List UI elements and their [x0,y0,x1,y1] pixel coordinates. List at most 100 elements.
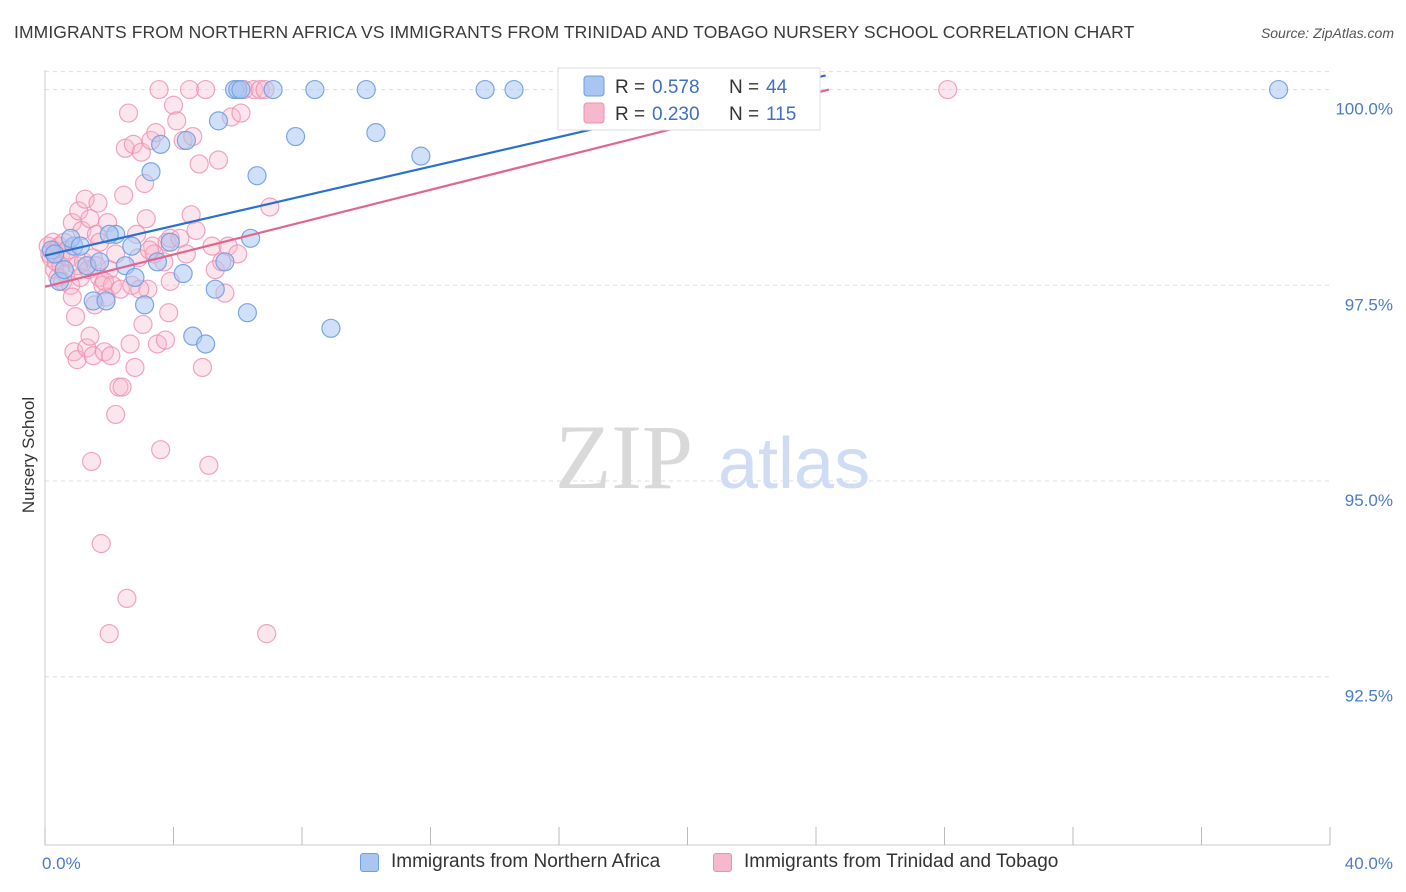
series-northern-africa-points [41,79,1289,354]
point-northern-africa-26 [231,79,251,100]
point-northern-africa-14 [147,252,168,272]
point-northern-africa-39 [1268,79,1289,100]
point-trinidad-tobago-114 [938,79,958,100]
point-northern-africa-20 [196,334,216,354]
point-northern-africa-12 [134,295,155,315]
point-trinidad-tobago-55 [117,588,137,609]
point-trinidad-tobago-56 [118,103,139,123]
point-trinidad-tobago-109 [94,271,115,291]
legend-swatch-northern-africa [360,852,379,872]
point-trinidad-tobago-26 [75,189,95,209]
series-trinidad-tobago-points [38,79,958,644]
point-northern-africa-38 [504,79,524,100]
point-trinidad-tobago-30 [80,326,100,346]
y-tick-label-2: 95.0% [1345,491,1393,510]
x-tick-label-max: 40.0% [1345,854,1393,873]
point-trinidad-tobago-19 [65,306,86,327]
point-trinidad-tobago-37 [88,193,108,213]
legend-r-value-1: 0.578 [652,77,700,98]
point-trinidad-tobago-112 [62,287,82,307]
point-trinidad-tobago-64 [133,314,153,335]
point-trinidad-tobago-78 [159,303,179,323]
point-trinidad-tobago-86 [179,79,200,100]
point-northern-africa-18 [176,130,196,151]
legend-swatch-blue [583,75,605,97]
point-trinidad-tobago-48 [106,404,126,425]
y-tick-label-0: 100.0% [1335,100,1393,119]
stats-legend: R = 0.578 N = 44 R = 0.230 N = 115 [557,67,821,131]
point-northern-africa-29 [247,166,267,186]
legend-n-label-2: N = [729,104,759,125]
watermark-zip: ZIP [555,406,693,508]
point-northern-africa-27 [237,303,257,323]
legend-r-label-2: R = [615,104,645,125]
point-trinidad-tobago-73 [149,79,169,100]
point-northern-africa-15 [151,134,171,154]
point-trinidad-tobago-90 [189,154,209,174]
point-trinidad-tobago-60 [125,357,145,378]
point-northern-africa-35 [366,123,386,143]
point-northern-africa-36 [411,146,431,166]
point-northern-africa-10 [122,236,142,256]
point-northern-africa-11 [125,267,145,288]
point-trinidad-tobago-91 [192,357,213,378]
legend-n-value-2: 115 [766,104,796,125]
point-northern-africa-34 [356,79,376,100]
legend-r-value-2: 0.230 [652,104,700,125]
point-trinidad-tobago-87 [181,205,201,225]
point-northern-africa-6 [90,252,110,272]
x-tick-label-min: 0.0% [42,854,81,873]
y-tick-label-3: 92.5% [1345,687,1393,706]
point-trinidad-tobago-76 [155,330,176,350]
point-trinidad-tobago-93 [199,455,219,475]
point-trinidad-tobago-51 [110,279,131,299]
legend-swatch-trinidad-tobago [713,852,732,872]
point-northern-africa-17 [173,263,193,284]
grid-lines [45,71,1330,678]
watermark-atlas: atlas [718,424,870,504]
point-northern-africa-22 [208,111,229,131]
point-trinidad-tobago-57 [120,334,140,354]
point-northern-africa-30 [263,79,283,100]
axes [44,70,1331,846]
legend-item-trinidad-tobago: Immigrants from Trinidad and Tobago [713,851,1058,873]
y-tick-label-1: 97.5% [1345,295,1393,314]
point-trinidad-tobago-66 [136,209,156,229]
point-trinidad-tobago-31 [81,451,102,472]
point-northern-africa-16 [160,232,180,252]
chart-source: Source: ZipAtlas.com [1260,25,1394,41]
point-northern-africa-23 [215,252,235,272]
point-trinidad-tobago-44 [99,624,119,644]
point-trinidad-tobago-81 [163,95,184,115]
point-trinidad-tobago-53 [114,185,134,205]
point-trinidad-tobago-46 [101,346,121,366]
chart-title: IMMIGRANTS FROM NORTHERN AFRICA VS IMMIG… [14,22,1135,42]
point-northern-africa-21 [205,279,225,299]
point-northern-africa-13 [141,162,161,182]
legend-n-label-1: N = [729,77,759,98]
point-northern-africa-31 [285,126,306,147]
point-trinidad-tobago-22 [69,201,89,221]
point-trinidad-tobago-52 [112,377,132,397]
point-northern-africa-28 [241,228,261,248]
point-northern-africa-32 [305,79,325,100]
legend-label-trinidad-tobago: Immigrants from Trinidad and Tobago [744,851,1059,872]
point-trinidad-tobago-82 [167,111,187,131]
point-trinidad-tobago-74 [151,440,171,460]
legend-r-label-1: R = [615,77,645,98]
point-northern-africa-33 [321,318,341,338]
y-axis-label: Nursery School [19,397,38,513]
point-northern-africa-37 [475,79,495,100]
point-trinidad-tobago-39 [91,534,111,554]
point-trinidad-tobago-96 [208,150,229,170]
point-trinidad-tobago-92 [196,79,216,100]
legend-item-northern-africa: Immigrants from Northern Africa [360,851,660,873]
point-northern-africa-7 [96,291,116,311]
point-trinidad-tobago-108 [260,197,280,217]
series-legend: Immigrants from Northern Africa Immigran… [0,851,1406,879]
legend-swatch-pink [583,102,605,124]
axis-ticks: 100.0% 97.5% 95.0% 92.5% 0.0% 40.0% [42,100,1393,873]
point-northern-africa-40 [54,260,74,280]
point-trinidad-tobago-107 [257,624,277,644]
